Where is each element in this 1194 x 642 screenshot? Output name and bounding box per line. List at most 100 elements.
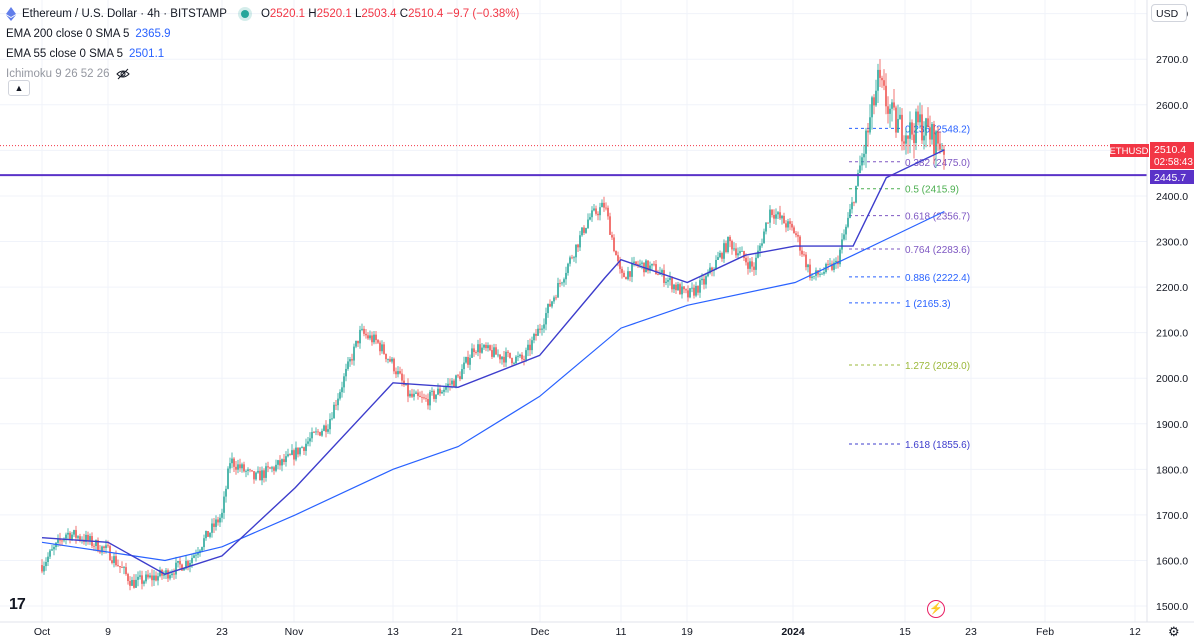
candle-body <box>623 272 625 278</box>
candle-body <box>457 375 459 377</box>
currency-button[interactable]: USD <box>1151 4 1187 22</box>
candle-body <box>865 130 867 154</box>
candle-body <box>411 393 413 397</box>
candle-body <box>533 333 535 341</box>
ema55-row[interactable]: EMA 55 close 0 SMA 5 2501.1 <box>6 44 519 64</box>
candle-body <box>589 217 591 220</box>
candle-body <box>299 447 301 455</box>
time-tick-label: 11 <box>616 626 627 638</box>
candle-body <box>349 359 351 362</box>
candle-body <box>151 575 153 581</box>
candle-body <box>391 358 393 362</box>
candle-body <box>145 574 147 582</box>
time-tick-label: 2024 <box>781 626 805 638</box>
candle-body <box>617 255 619 262</box>
candle-body <box>679 284 681 295</box>
candle-body <box>127 574 129 582</box>
time-tick-label: 12 <box>1129 626 1141 638</box>
chevron-up-icon[interactable]: ▲ <box>8 80 30 96</box>
candle-body <box>205 530 207 539</box>
candle-body <box>755 257 757 270</box>
candle-body <box>247 469 249 471</box>
ichimoku-row[interactable]: Ichimoku 9 26 52 26 <box>6 64 519 84</box>
candle-body <box>65 534 67 539</box>
candle-body <box>641 262 643 264</box>
candle-body <box>137 576 139 580</box>
candle-body <box>431 390 433 392</box>
fib-level-label: 1 (2165.3) <box>905 299 951 310</box>
candle-body <box>297 447 299 455</box>
candle-body <box>559 282 561 284</box>
candle-body <box>921 114 923 141</box>
candle-body <box>455 375 457 387</box>
candle-body <box>725 243 727 253</box>
candle-body <box>319 432 321 436</box>
fib-level-label: 0.764 (2283.6) <box>905 245 970 256</box>
candle-body <box>193 555 195 558</box>
time-tick-label: 9 <box>105 626 111 638</box>
candle-body <box>871 97 873 118</box>
candle-body <box>663 270 665 283</box>
candle-body <box>483 344 485 348</box>
candle-body <box>791 223 793 228</box>
candle-body <box>241 464 243 469</box>
candle-body <box>173 573 175 575</box>
candle-body <box>517 356 519 358</box>
candle-body <box>301 447 303 448</box>
candle-body <box>737 253 739 256</box>
candle-body <box>881 77 883 81</box>
gear-icon[interactable]: ⚙ <box>1168 624 1180 639</box>
low-value: 2503.4 <box>361 8 397 20</box>
candle-body <box>47 556 49 562</box>
ema200-row[interactable]: EMA 200 close 0 SMA 5 2365.9 <box>6 24 519 44</box>
candle-body <box>359 329 361 344</box>
candle-body <box>645 260 647 273</box>
candle-body <box>733 248 735 250</box>
candle-body <box>119 566 121 568</box>
candle-body <box>777 212 779 215</box>
candle-body <box>479 344 481 353</box>
candle-body <box>879 69 881 78</box>
candle-body <box>933 124 935 154</box>
price-tick-label: 1700.0 <box>1156 510 1188 522</box>
price-tick-label: 1600.0 <box>1156 555 1188 567</box>
ema55-label: EMA 55 close 0 SMA 5 <box>6 48 123 60</box>
candle-body <box>327 429 329 432</box>
tradingview-logo[interactable]: 17 <box>9 596 26 613</box>
symbol-title: Ethereum / U.S. Dollar · 4h · BITSTAMP <box>22 8 227 20</box>
candle-body <box>283 459 285 462</box>
candle-body <box>275 464 277 471</box>
candle-body <box>771 209 773 215</box>
candle-body <box>929 127 931 140</box>
candle-body <box>169 575 171 579</box>
candle-body <box>547 303 549 314</box>
candle-body <box>445 386 447 390</box>
candle-body <box>265 466 267 478</box>
eye-off-icon[interactable] <box>115 68 130 80</box>
candle-body <box>105 545 107 549</box>
candle-body <box>345 368 347 377</box>
candle-body <box>451 380 453 385</box>
open-label: O <box>260 8 270 20</box>
symbol-row[interactable]: Ethereum / U.S. Dollar · 4h · BITSTAMP O… <box>6 4 519 24</box>
candle-body <box>117 565 119 567</box>
candle-body <box>527 344 529 351</box>
candle-body <box>603 202 605 208</box>
candle-body <box>523 359 525 360</box>
candle-body <box>229 463 231 469</box>
candle-body <box>149 575 151 578</box>
candle-body <box>51 549 53 551</box>
lightning-icon[interactable]: ⚡ <box>927 600 945 618</box>
candle-body <box>905 135 907 144</box>
candlesticks <box>41 59 945 591</box>
candle-body <box>939 143 941 150</box>
candle-body <box>255 472 257 480</box>
candle-body <box>701 278 703 281</box>
candle-body <box>855 185 857 203</box>
ema-200-line <box>41 210 945 562</box>
ema200-value: 2365.9 <box>135 28 171 40</box>
candle-body <box>279 460 281 466</box>
candle-body <box>305 443 307 451</box>
candle-body <box>433 390 435 399</box>
